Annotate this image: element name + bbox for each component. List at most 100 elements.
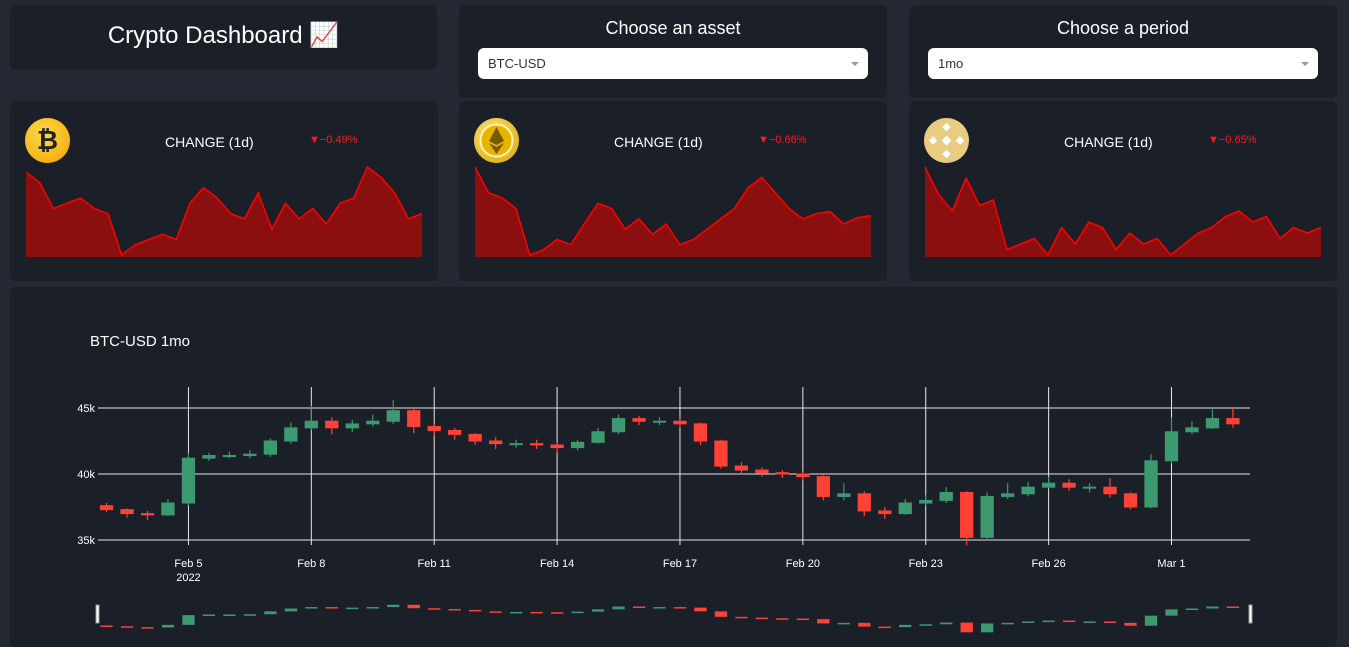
candle-body [99,505,114,511]
candle-body [796,473,810,478]
rangeslider-candle [1226,606,1240,608]
sparkline-area [26,167,422,257]
rangeslider-candle [817,619,830,624]
candle-body [120,509,134,515]
candle-body [284,427,298,442]
candle-body [468,433,482,442]
candle-body [980,495,994,538]
rangeslider-candle [120,626,134,628]
change-label: CHANGE (1d) [614,134,703,150]
rangeslider-candle [530,611,543,614]
sparkline-area [925,167,1321,257]
rangeslider-candle [571,611,584,614]
rangeslider-candle [1042,620,1055,623]
candle-body [529,443,544,446]
candle-body [1082,486,1097,489]
rangeslider-candle [673,607,687,609]
sparkline-line [25,165,423,257]
sparkline-line [924,166,1322,257]
change-label: CHANGE (1d) [165,134,254,150]
candle-body [509,443,523,446]
candle-body [652,420,667,423]
rangeslider-handle[interactable] [1248,604,1253,624]
rangeslider-candle [305,607,318,609]
candle-body [1103,486,1117,495]
period-card: Choose a period 1mo [909,5,1337,98]
rangeslider-handle[interactable] [95,604,100,624]
candle-body [427,426,441,431]
candle-body [386,410,400,422]
btc-icon: ₿ [25,118,70,163]
candle-body [570,441,585,449]
candle-body [1041,482,1056,488]
change-value: ▼−0.65% [1208,134,1257,146]
rangeslider-candle [632,606,646,608]
rangeslider-candle [489,611,502,613]
rangeslider-candle [694,607,707,612]
rangeslider-candle [509,611,523,614]
asset-dropdown[interactable]: BTC-USD [478,48,868,79]
candle-body [714,440,728,467]
sparkline [25,165,423,257]
rangeslider-candle [366,607,379,609]
rangeslider-candle [940,622,953,625]
candle-body [1062,482,1076,488]
rangeslider-candle [1185,608,1199,610]
rangeslider-candle [428,608,441,610]
btc-glyph: ₿ [37,125,58,155]
candle-body [489,440,503,445]
bnb-card: CHANGE (1d) ▼−0.65% [909,101,1337,281]
rangeslider-candle [100,625,113,627]
eth-card: CHANGE (1d) ▼−0.66% [459,101,887,281]
candle-body [1144,460,1158,508]
candle-body [1205,418,1220,429]
candle-body [304,420,318,429]
rangeslider-candle [837,622,850,625]
x-tick-label: Feb 23 [909,558,943,570]
candle-body [550,444,564,449]
candle-body [857,493,871,512]
x-tick-label: Feb 5 [174,558,202,570]
x-tick-label: Feb 20 [786,558,820,570]
rangeslider-candle [264,611,277,615]
rangeslider-candle [448,609,461,611]
rangeslider-candle [161,624,175,628]
rangeslider-candle [1062,620,1076,623]
rangeslider-candle [714,611,728,617]
period-dropdown[interactable]: 1mo [928,48,1318,79]
x-tick-label: Mar 1 [1157,558,1185,570]
y-tick-label: 45k [77,403,95,415]
sparkline-line [474,166,872,256]
rangeslider-candle [1103,621,1117,623]
candle-body [960,491,974,538]
candle-body [1123,493,1138,508]
candle-body [1185,427,1199,433]
rangeslider-candle [325,607,338,609]
candle-body [1021,486,1035,495]
candle-body [939,491,953,501]
asset-label: Choose an asset [605,18,741,38]
change-value: ▼−0.66% [758,134,807,146]
candle-body [919,499,933,504]
rangeslider-candle [755,617,769,620]
x-tick-label: Feb 14 [540,558,574,570]
chart-title: BTC-USD 1mo [90,333,190,350]
sparkline [474,166,872,257]
rangeslider-candle [223,614,236,617]
candle-body [755,469,769,474]
x-tick-label: Feb 26 [1031,558,1065,570]
rangeslider-candle [878,626,891,629]
y-tick-label: 35k [77,535,95,547]
candle-body [837,493,851,497]
rangeslider-candle [141,627,154,629]
rangeslider-candle [899,624,912,628]
x-tick-label: Feb 11 [417,558,450,570]
chart-card: BTC-USD 1mo 35k 40k 45k Feb 5 2022 Feb 8 Feb 1… [10,287,1337,647]
candle-body [632,418,646,422]
rangeslider-candle [182,615,195,625]
rangeslider-candle [1206,606,1219,609]
candle-body [161,502,175,516]
candle-body [693,423,708,442]
y-tick-label: 40k [77,469,95,481]
candle-body [1226,418,1240,425]
